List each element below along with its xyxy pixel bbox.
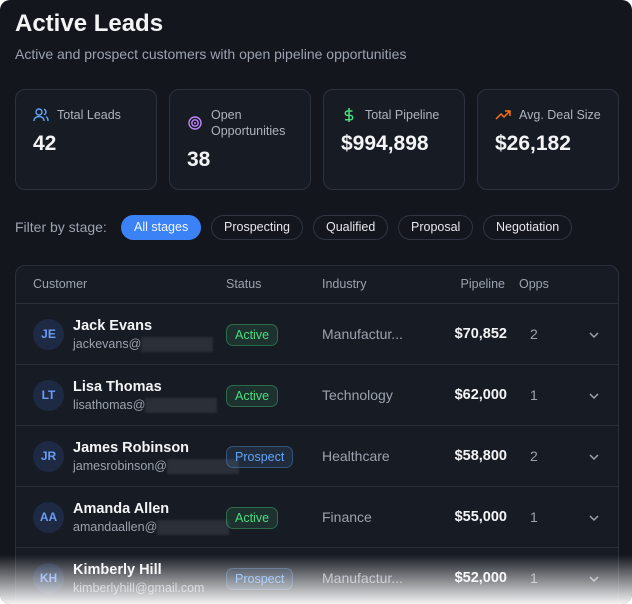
status-badge: Active	[226, 507, 279, 529]
column-header: Status	[226, 277, 262, 291]
status-badge: Active	[226, 385, 279, 407]
trend-icon	[495, 110, 511, 120]
pipeline: $55,000	[454, 509, 507, 525]
email-text: lisathomas@	[73, 398, 146, 412]
filter-chip[interactable]: Prospecting	[211, 215, 304, 240]
redaction	[145, 398, 218, 414]
chevron-icon	[589, 332, 599, 339]
lead-row[interactable]: AA Amanda Allen amandaallen@ Active Finance $…	[16, 486, 618, 547]
filter-chip[interactable]: Proposal	[398, 215, 474, 240]
target-icon	[188, 116, 202, 130]
users-icon	[33, 108, 49, 122]
stat-value: $994,898	[341, 132, 429, 155]
page-title: Active Leads	[15, 10, 164, 37]
expand-chevron[interactable]	[588, 328, 600, 346]
pipeline: $62,000	[454, 387, 507, 403]
column-header: Industry	[322, 277, 367, 291]
chevron-icon	[589, 454, 599, 461]
pipeline: $58,800	[454, 448, 507, 464]
customer-email: jamesrobinson@	[73, 459, 239, 475]
customer-name: Jack Evans	[73, 318, 153, 334]
status-badge: Prospect	[226, 446, 294, 468]
leads-table: Customer Status Industry Pipeline Opps JE Jack…	[15, 265, 619, 604]
filter-chip[interactable]: Negotiation	[483, 215, 573, 240]
expand-chevron[interactable]	[588, 450, 600, 468]
stat-label: Open Opportunities	[211, 108, 286, 138]
bottom-fade	[0, 555, 632, 604]
stat-value: 42	[33, 132, 57, 155]
opps: 2	[530, 448, 538, 464]
opps: 2	[530, 326, 538, 342]
expand-chevron[interactable]	[588, 389, 600, 407]
stat-label: Total Leads	[57, 108, 121, 122]
customer-email: amandaallen@	[73, 520, 230, 536]
redaction	[166, 459, 239, 475]
filter-chip[interactable]: Qualified	[313, 215, 389, 240]
column-header: Opps	[519, 277, 549, 291]
stat-card: Open Opportunities 38	[169, 89, 311, 190]
chevron-icon	[589, 515, 599, 522]
status-badge: Active	[226, 324, 279, 346]
stat-card: Avg. Deal Size $26,182	[477, 89, 619, 190]
industry: Technology	[322, 387, 393, 403]
lead-row[interactable]: JE Jack Evans jackevans@ Active Manufactur..…	[16, 303, 618, 364]
opps: 1	[530, 509, 538, 525]
industry: Healthcare	[322, 448, 390, 464]
chevron-icon	[589, 393, 599, 400]
opps: 1	[530, 387, 538, 403]
industry: Finance	[322, 509, 372, 525]
pipeline: $70,852	[454, 326, 507, 342]
email-text: amandaallen@	[73, 520, 158, 534]
filter-label: Filter by stage:	[15, 219, 107, 235]
filter-chip[interactable]: All stages	[121, 215, 202, 240]
lead-row[interactable]: LT Lisa Thomas lisathomas@ Active Technology…	[16, 364, 618, 425]
column-header: Customer	[33, 277, 88, 291]
page-subtitle: Active and prospect customers with open …	[15, 46, 407, 62]
industry: Manufactur...	[322, 326, 403, 342]
avatar: JR	[33, 441, 64, 472]
avatar: JE	[33, 319, 64, 350]
stat-value: $26,182	[495, 132, 571, 155]
customer-email: jackevans@	[73, 337, 214, 353]
expand-chevron[interactable]	[588, 511, 600, 529]
avatar: AA	[33, 502, 64, 533]
customer-name: Lisa Thomas	[73, 379, 162, 395]
stat-value: 38	[187, 148, 211, 171]
lead-row[interactable]: JR James Robinson jamesrobinson@ Prospect He…	[16, 425, 618, 486]
redaction	[141, 337, 214, 353]
avatar: LT	[33, 380, 64, 411]
stat-label: Total Pipeline	[365, 108, 440, 122]
customer-email: lisathomas@	[73, 398, 218, 414]
email-text: jackevans@	[73, 337, 142, 351]
email-text: jamesrobinson@	[73, 459, 167, 473]
dollar-icon	[344, 108, 354, 122]
stat-card: Total Pipeline $994,898	[323, 89, 465, 190]
column-header: Pipeline	[460, 277, 505, 291]
stat-card: Total Leads 42	[15, 89, 157, 190]
redaction	[157, 520, 230, 536]
customer-name: James Robinson	[73, 440, 190, 456]
customer-name: Amanda Allen	[73, 501, 170, 517]
stat-label: Avg. Deal Size	[519, 108, 601, 122]
